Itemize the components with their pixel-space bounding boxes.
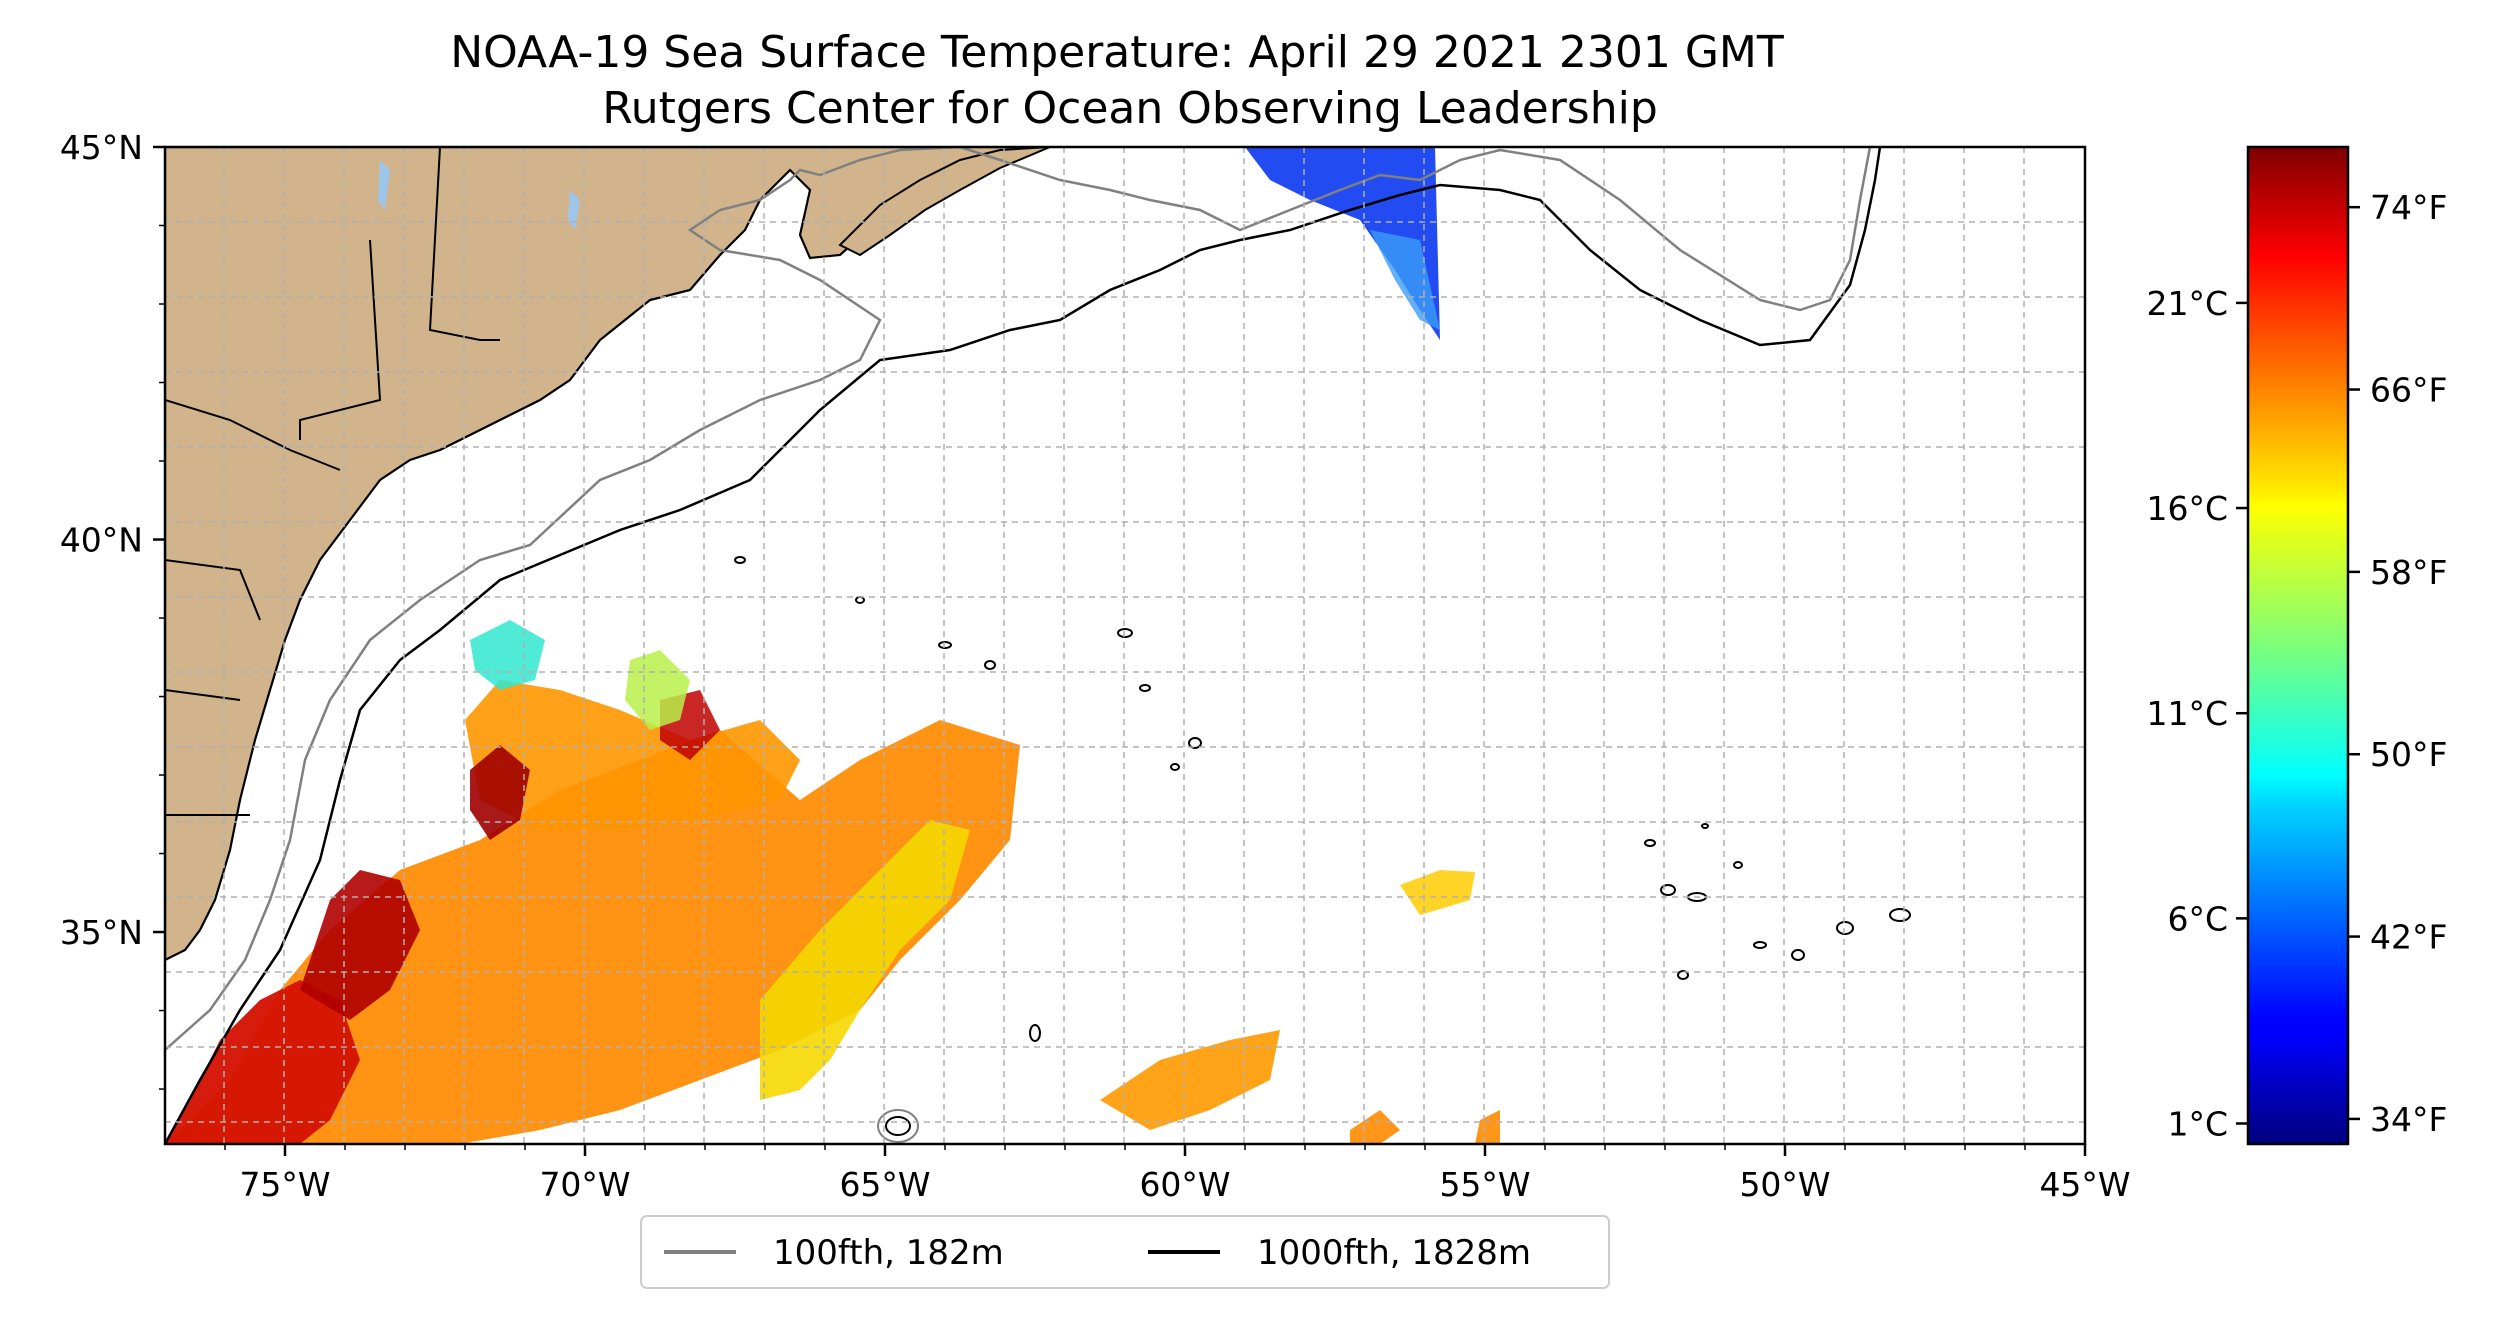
y-tick-label: 45°N — [60, 128, 143, 167]
state-border-4 — [165, 559, 261, 621]
sst-red-region-core — [300, 870, 420, 1020]
x-tick-label: 75°W — [239, 1165, 330, 1204]
x-tick-label: 55°W — [1439, 1165, 1530, 1204]
colorbar-fahrenheit-label: 34°F — [2370, 1100, 2447, 1139]
x-axis: 75°W 70°W 65°W 60°W 55°W 50°W 45°W — [224, 1144, 2131, 1204]
x-tick-label: 60°W — [1139, 1165, 1230, 1204]
sst-yellow-band — [760, 820, 970, 1100]
y-tick-label: 35°N — [60, 913, 143, 952]
land-nova-scotia — [838, 147, 1051, 257]
state-border-2 — [428, 147, 500, 341]
colorbar-fahrenheit-label: 74°F — [2370, 188, 2447, 227]
sst-east-patch — [1100, 1030, 1280, 1130]
colorbar-fahrenheit-label: 58°F — [2370, 553, 2447, 592]
colorbar-fahrenheit-label: 42°F — [2370, 918, 2447, 957]
y-axis: 45°N 40°N 35°N — [60, 128, 165, 1090]
sst-darkred-patch — [470, 745, 530, 840]
legend-label-100fth: 100fth, 182m — [773, 1233, 1004, 1273]
colorbar-ticks: 1°C 6°C 11°C 16°C 21°C 34°F 42°F 50°F 58°F 66°F 74… — [2146, 188, 2447, 1143]
contour-100fth-east — [959, 147, 1872, 312]
lake-1 — [378, 160, 390, 210]
colorbar — [2246, 145, 2350, 1146]
colorbar-fahrenheit-label: 66°F — [2370, 371, 2447, 410]
colorbar-celsius-label: 1°C — [2167, 1104, 2228, 1143]
state-border-3 — [165, 399, 341, 471]
colorbar-celsius-label: 6°C — [2167, 899, 2228, 938]
sst-red-region-sw — [165, 980, 360, 1144]
x-tick-label: 65°W — [839, 1165, 930, 1204]
sst-northern-patch — [465, 680, 800, 830]
sst-small-patch-2 — [1475, 1110, 1500, 1144]
colorbar-celsius-label: 16°C — [2146, 489, 2228, 528]
sst-blue-swath — [1245, 147, 1440, 340]
chart-subtitle: Rutgers Center for Ocean Observing Leade… — [602, 83, 1658, 134]
contour-100fth — [165, 147, 961, 1051]
sst-swaths — [165, 147, 1500, 1144]
colorbar-celsius-label: 21°C — [2146, 284, 2228, 323]
x-tick-label: 70°W — [539, 1165, 630, 1204]
sst-green-patch — [625, 650, 690, 730]
lake-2 — [568, 190, 580, 230]
sst-main-swath — [165, 720, 1020, 1144]
sst-small-patch-1 — [1350, 1110, 1400, 1144]
map-area — [165, 147, 2085, 1144]
contour-1000fth — [165, 147, 1882, 1144]
legend-box — [640, 1215, 1610, 1289]
sst-lightblue-streak — [1370, 230, 1440, 330]
colorbar-celsius-label: 11°C — [2146, 694, 2228, 733]
sst-small-patch-3 — [1400, 870, 1475, 915]
legend-label-1000fth: 1000fth, 1828m — [1257, 1233, 1531, 1273]
x-tick-label: 45°W — [2039, 1165, 2130, 1204]
chart-title: NOAA-19 Sea Surface Temperature: April 2… — [450, 27, 1784, 78]
state-border-6 — [165, 689, 241, 701]
legend: 100fth, 182m 1000fth, 1828m — [640, 1215, 1610, 1289]
gridlines — [165, 147, 2085, 1144]
y-tick-label: 40°N — [60, 521, 143, 560]
land-north-america — [165, 147, 1051, 962]
x-tick-label: 50°W — [1739, 1165, 1830, 1204]
colorbar-fahrenheit-label: 50°F — [2370, 735, 2447, 774]
state-border-1 — [299, 239, 382, 440]
